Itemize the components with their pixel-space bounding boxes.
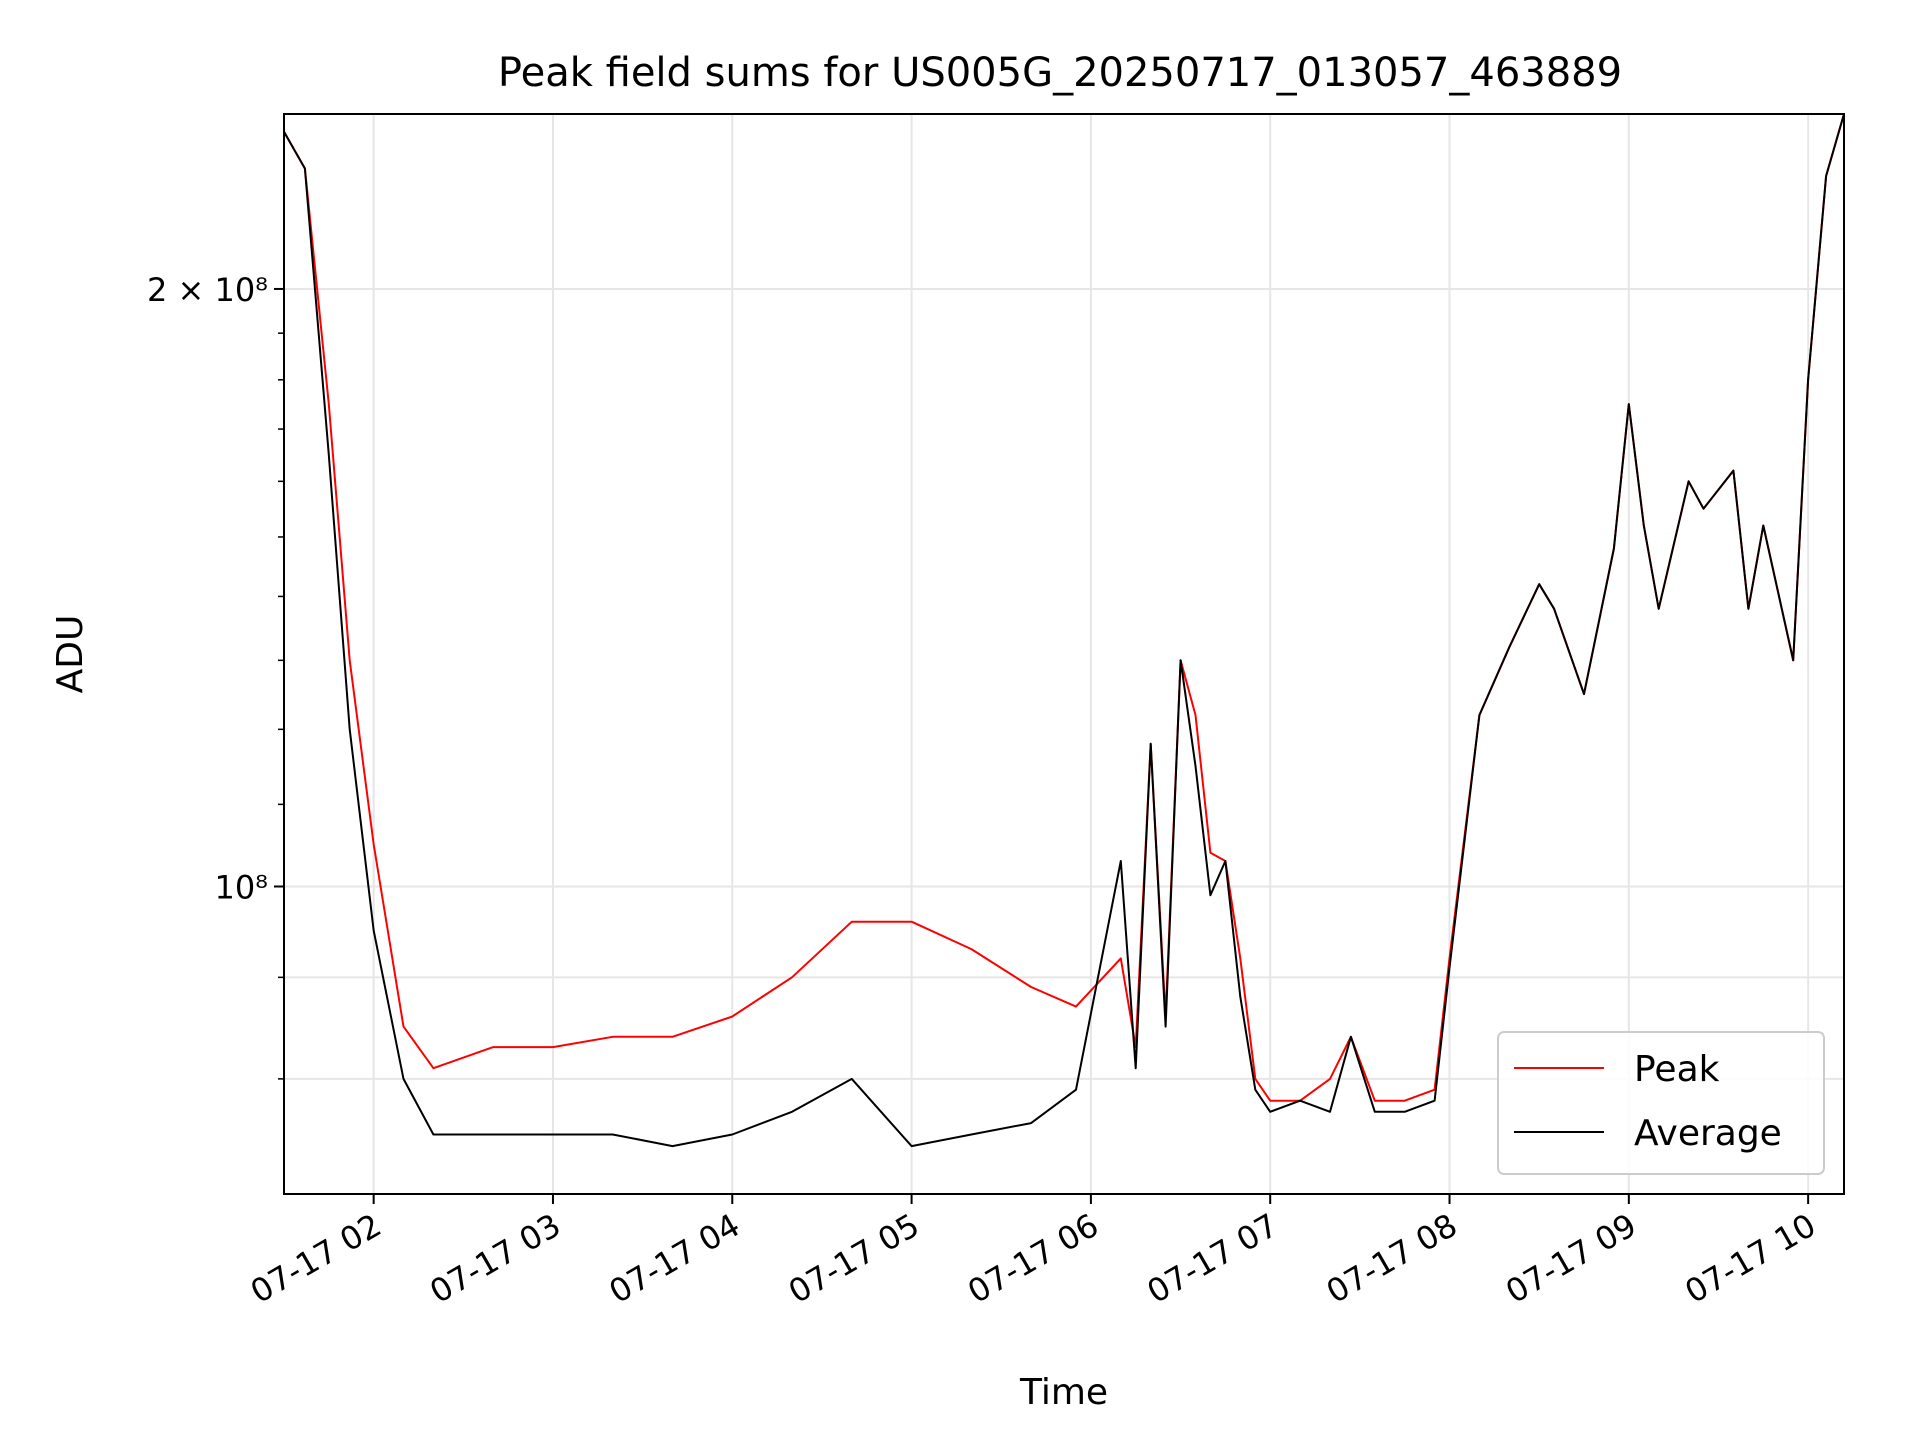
series-layer (283, 113, 1845, 1148)
grid (284, 114, 1844, 1194)
legend: Peak Average (1497, 1031, 1825, 1175)
legend-average-label: Average (1634, 1113, 1782, 1154)
legend-peak-label: Peak (1634, 1049, 1720, 1090)
plot-frame (283, 113, 1845, 1195)
y-axis-label: ADU (50, 615, 91, 694)
average-series-line (283, 113, 1845, 1148)
x-axis-label: Time (1019, 1372, 1108, 1413)
y-axis: 10⁸ 2 × 10⁸ (147, 271, 284, 1080)
y-tick-label: 2 × 10⁸ (147, 271, 268, 309)
y-tick-label: 10⁸ (214, 869, 268, 907)
chart-title: Peak field sums for US005G_20250717_0130… (498, 50, 1622, 96)
